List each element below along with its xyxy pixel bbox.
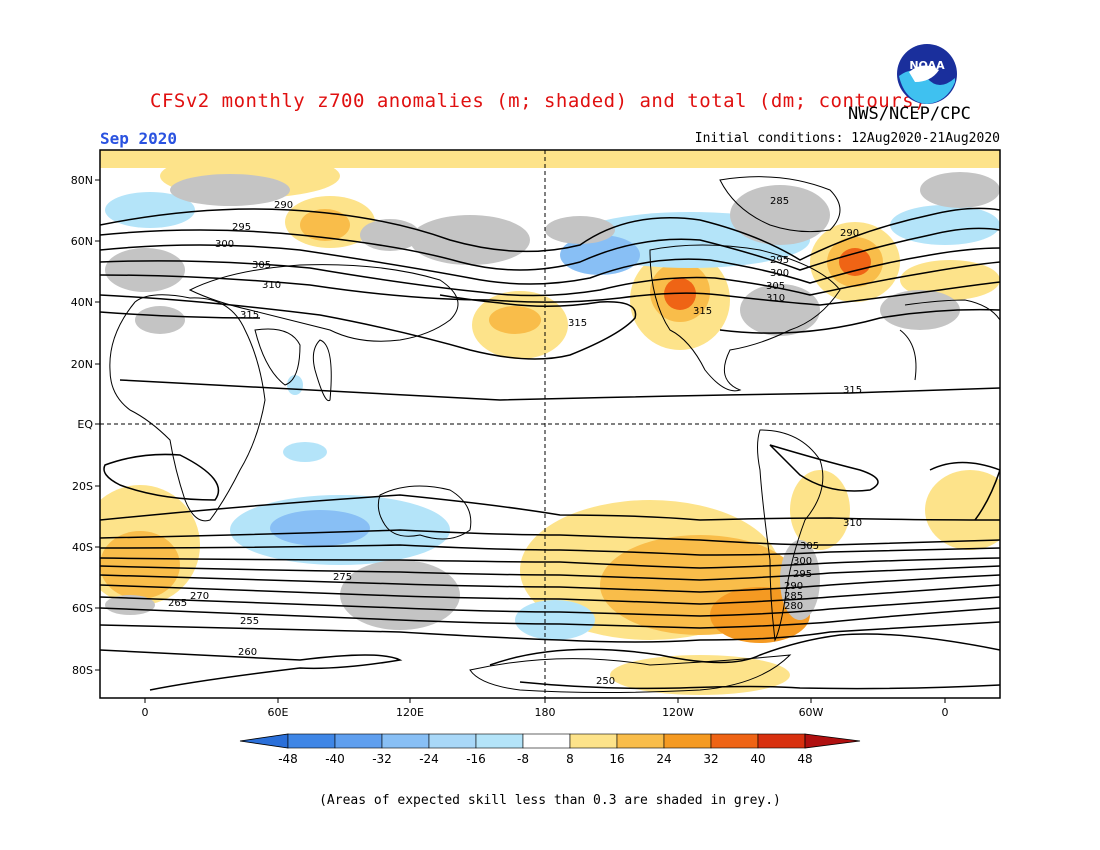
- colorbar-swatch: [663, 733, 712, 749]
- colorbar-swatch: [616, 733, 665, 749]
- colorbar-swatch: [522, 733, 571, 749]
- contour-label: 295: [793, 569, 812, 580]
- map-title: CFSv2 monthly z700 anomalies (m; shaded)…: [150, 90, 927, 112]
- colorbar-tick: 16: [609, 752, 624, 766]
- contour-label: 310: [262, 280, 281, 291]
- lat-label: 20N: [71, 358, 93, 371]
- contour-label: 305: [800, 541, 819, 552]
- colorbar-swatch: [381, 733, 430, 749]
- colorbar-swatch: [475, 733, 524, 749]
- lat-label: 80S: [72, 664, 93, 677]
- contour-label: 300: [215, 239, 234, 250]
- noaa-logo: NOAA: [895, 42, 959, 110]
- contour-label: 300: [770, 268, 789, 279]
- contour-label: 285: [784, 591, 803, 602]
- contour-labels: 290 295 300 305 310 315 285 290 295 300 …: [168, 196, 862, 687]
- colorbar-tick: -32: [372, 752, 392, 766]
- colorbar-tick: -48: [278, 752, 298, 766]
- contour-label: 310: [843, 518, 862, 529]
- contour-label: 290: [784, 581, 803, 592]
- contour-label: 290: [274, 200, 293, 211]
- forecast-month: Sep 2020: [100, 129, 178, 148]
- colorbar-tick: -24: [419, 752, 439, 766]
- colorbar-tick: -16: [466, 752, 486, 766]
- lat-label: 80N: [71, 174, 93, 187]
- lon-label: 120W: [662, 706, 694, 719]
- lon-label: 60E: [268, 706, 289, 719]
- contour-label: 315: [568, 318, 587, 329]
- colorbar-tick: 48: [797, 752, 812, 766]
- lat-label: 40N: [71, 296, 93, 309]
- lon-label: 180: [535, 706, 556, 719]
- colorbar-tick: 8: [566, 752, 574, 766]
- contour-label: 255: [240, 616, 259, 627]
- lat-label: EQ: [77, 418, 93, 431]
- svg-text:NOAA: NOAA: [909, 59, 945, 72]
- longitude-axis: 0 60E 120E 180 120W 60W 0: [142, 706, 949, 719]
- colorbar-tick: -40: [325, 752, 345, 766]
- contour-label: 315: [240, 310, 259, 321]
- lat-label: 40S: [72, 541, 93, 554]
- lat-label: 20S: [72, 480, 93, 493]
- contour-label: 305: [766, 281, 785, 292]
- colorbar: [239, 733, 861, 749]
- contour-label: 295: [770, 255, 789, 266]
- contour-label: 275: [333, 572, 352, 583]
- contour-label: 305: [252, 260, 271, 271]
- low-skill-shading: [105, 172, 1000, 630]
- coastlines: [109, 176, 1000, 693]
- contour-label: 285: [770, 196, 789, 207]
- initial-conditions: Initial conditions: 12Aug2020-21Aug2020: [694, 131, 1000, 146]
- contour-label: 310: [766, 293, 785, 304]
- colorbar-swatch: [569, 733, 618, 749]
- skill-caption: (Areas of expected skill less than 0.3 a…: [319, 793, 781, 808]
- lat-label: 60S: [72, 602, 93, 615]
- contour-label: 290: [840, 228, 859, 239]
- latitude-axis: 80N 60N 40N 20N EQ 20S 40S 60S 80S: [71, 174, 94, 677]
- lon-label: 60W: [799, 706, 824, 719]
- contour-label: 250: [596, 676, 615, 687]
- contour-label: 315: [693, 306, 712, 317]
- lat-label: 60N: [71, 235, 93, 248]
- colorbar-ticks: -48 -40 -32 -24 -16 -8 8 16 24 32 40 48: [278, 752, 812, 766]
- map-background: [100, 150, 1000, 698]
- lon-label: 0: [942, 706, 949, 719]
- contour-label: 295: [232, 222, 251, 233]
- contour-label: 270: [190, 591, 209, 602]
- colorbar-tick: -8: [517, 752, 529, 766]
- contour-label: 260: [238, 647, 257, 658]
- colorbar-swatch: [710, 733, 759, 749]
- height-contours: [100, 207, 1000, 691]
- contour-label: 265: [168, 598, 187, 609]
- colorbar-tick: 40: [750, 752, 765, 766]
- colorbar-swatch: [428, 733, 477, 749]
- contour-label: 300: [793, 556, 812, 567]
- contour-label: 315: [843, 385, 862, 396]
- org-label: NWS/NCEP/CPC: [848, 104, 971, 124]
- colorbar-left-arrow: [239, 733, 289, 749]
- contour-label: 280: [784, 601, 803, 612]
- colorbar-tick: 24: [656, 752, 671, 766]
- lon-label: 120E: [396, 706, 424, 719]
- map-frame: [99, 149, 1001, 699]
- lon-label: 0: [142, 706, 149, 719]
- colorbar-swatch: [287, 733, 336, 749]
- negative-anomaly-shading: [105, 192, 1000, 640]
- colorbar-right-arrow: [804, 733, 861, 749]
- colorbar-swatch: [757, 733, 806, 749]
- colorbar-tick: 32: [703, 752, 718, 766]
- positive-anomaly-shading: [100, 150, 1000, 695]
- colorbar-swatch: [334, 733, 383, 749]
